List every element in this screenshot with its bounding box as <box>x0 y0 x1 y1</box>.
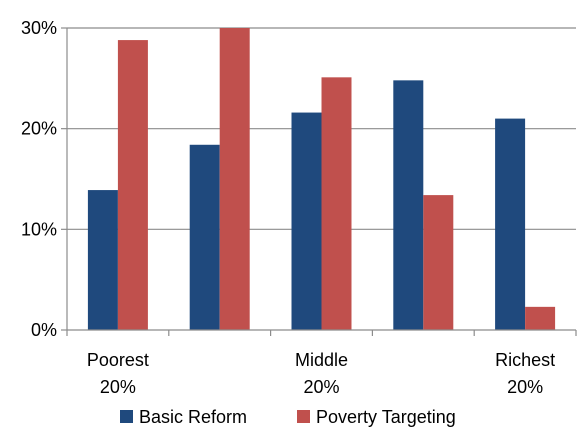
legend-swatch <box>297 410 310 423</box>
y-tick-label: 0% <box>31 320 57 340</box>
legend-swatch <box>120 410 133 423</box>
x-category-label: 20% <box>507 377 543 397</box>
legend-label: Poverty Targeting <box>316 407 456 427</box>
y-tick-label: 20% <box>21 119 57 139</box>
x-category-label: 20% <box>303 377 339 397</box>
bar-poverty-targeting-0 <box>117 40 148 331</box>
bar-basic-reform-0 <box>87 190 118 330</box>
bars <box>87 28 556 331</box>
bar-basic-reform-4 <box>495 118 526 330</box>
axes <box>61 27 577 336</box>
x-category-label: Middle <box>295 350 348 370</box>
bar-poverty-targeting-2 <box>321 77 352 331</box>
y-tick-label: 30% <box>21 18 57 38</box>
bar-poverty-targeting-1 <box>219 28 250 330</box>
x-category-labels: Poorest 20% Middle 20% Richest 20% <box>87 350 555 397</box>
x-category-label: Poorest <box>87 350 149 370</box>
bar-basic-reform-3 <box>393 80 424 330</box>
y-tick-labels: 0% 10% 20% 30% <box>21 18 57 340</box>
x-category-label: Richest <box>495 350 555 370</box>
bar-basic-reform-2 <box>291 112 322 330</box>
bar-poverty-targeting-3 <box>423 195 454 330</box>
y-tick-label: 10% <box>21 219 57 239</box>
bar-poverty-targeting-4 <box>525 306 556 330</box>
legend-label: Basic Reform <box>139 407 247 427</box>
bar-basic-reform-1 <box>189 144 220 330</box>
legend: Basic Reform Poverty Targeting <box>120 407 456 427</box>
x-category-label: 20% <box>100 377 136 397</box>
